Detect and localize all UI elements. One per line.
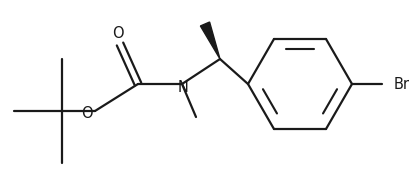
Text: O: O: [112, 26, 123, 40]
Text: O: O: [81, 105, 93, 121]
Polygon shape: [200, 22, 219, 59]
Text: N: N: [177, 80, 188, 94]
Text: Br: Br: [393, 77, 409, 91]
